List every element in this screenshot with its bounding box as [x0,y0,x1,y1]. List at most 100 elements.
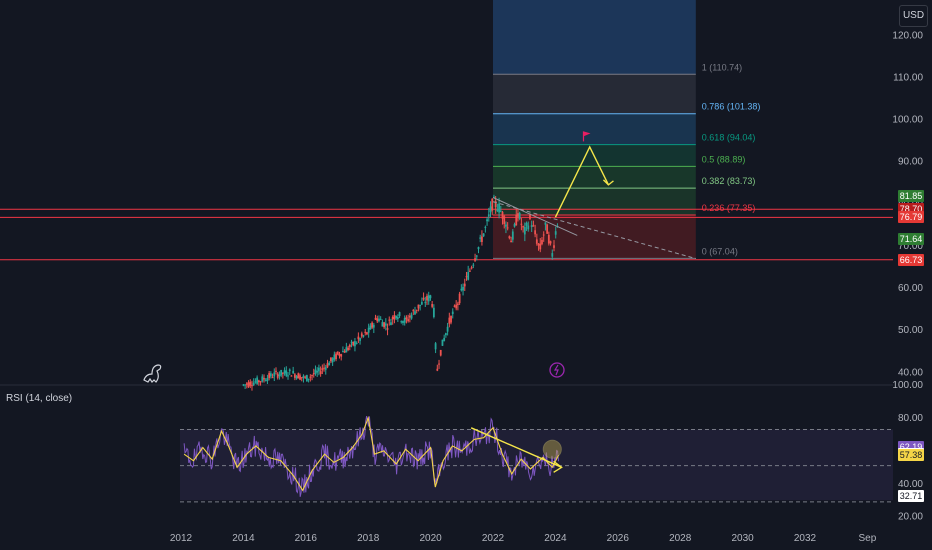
candle-body [400,321,403,323]
candle-body [451,311,454,315]
dinosaur-icon [143,364,162,383]
candle-body [312,373,315,375]
candle-body [292,370,295,374]
candle-body [340,354,343,357]
price-trendline [492,197,578,236]
candle-body [469,270,471,272]
candle-body [517,213,519,217]
candle-body [444,333,447,336]
candle-body [280,369,283,376]
candle-body [293,374,296,378]
candle-body [342,351,344,353]
fib-level-label: 0.5 (88.89) [702,154,746,164]
candle-body [506,227,509,229]
fib-level-label: 0.618 (94.04) [702,133,756,143]
candle-body [273,372,276,377]
candle-body [465,276,468,278]
flag-icon [583,131,591,137]
candle-body [316,370,319,373]
time-axis-tick-label: 2030 [731,533,754,544]
candle-body [264,380,267,382]
rsi-indicator-title[interactable]: RSI (14, close) [6,393,73,404]
candle-body [508,236,511,239]
candle-body [364,331,367,333]
rsi-axis-tick-label: 100.00 [892,380,923,391]
candle-body [384,323,387,326]
candle-body [319,371,322,375]
candle-body [379,318,382,320]
candle-body [515,214,518,226]
candle-body [510,240,512,243]
candle-body [245,383,248,385]
candle-body [537,243,540,246]
lightning-icon [553,364,559,376]
candle-body [398,312,401,317]
rsi-trend-arrow [470,427,562,468]
fib-level-label: 0.236 (77.35) [702,203,756,213]
rsi-badge: 32.71 [898,489,924,502]
candle-body [338,353,341,356]
candle-body [321,368,324,371]
candle-body [309,376,312,378]
candle-body [530,225,533,228]
rsi-arrowhead [553,460,563,473]
fib-band [493,214,696,259]
rsi-moving-average [183,415,560,492]
candle-body [534,230,537,235]
fib-level-label: 0 (67.04) [702,246,738,256]
candle-body [256,377,259,384]
price-badge: 66.73 [898,253,924,266]
time-axis-tick-label: 2024 [544,533,567,544]
candle-body [499,210,502,212]
candle-body [511,231,514,240]
candle-body [414,311,416,315]
candle-body [420,301,423,305]
price-axis-tick-label: 60.00 [898,283,923,294]
candle-body [326,363,329,368]
candle-body [376,318,379,322]
candle-body [484,226,487,228]
candle-body [299,375,301,380]
candle-body [355,342,358,344]
candle-body [434,343,437,350]
candle-body [362,335,365,337]
candle-body [415,309,418,311]
candle-body [549,241,552,244]
fib-band [493,74,696,114]
candle-body [532,225,535,227]
candle-body [311,375,313,377]
candle-body [367,327,370,333]
candle-body [354,341,356,347]
candle-body [457,303,459,305]
price-badge: 71.64 [898,233,924,246]
candle-body [295,376,298,379]
candle-body [527,225,530,230]
candle-body [324,367,327,370]
candle-body [422,297,425,300]
candle-body [395,315,398,319]
candle-body [458,293,461,304]
rsi-axis-tick-label: 80.00 [898,413,923,424]
candle-body [391,316,394,320]
projection-arrowhead [602,179,614,186]
rsi-band-fill [180,429,893,501]
candle-body [249,381,252,386]
candle-body [281,372,284,374]
candle-body [491,198,494,211]
candle-body [551,253,554,257]
fib-band [493,166,696,189]
candle-body [388,319,391,321]
candle-body [252,382,255,386]
rsi-line [183,416,560,497]
rsi-highlight-circle [542,439,562,459]
candle-body [455,304,458,309]
candle-body [269,373,272,377]
candle-body [470,267,473,269]
rsi-badge: 57.38 [898,449,924,462]
candle-body [438,363,440,365]
currency-button[interactable]: USD [899,5,928,27]
price-axis-tick-label: 110.00 [893,72,923,83]
candle-body [503,216,506,225]
candle-body [432,307,435,318]
